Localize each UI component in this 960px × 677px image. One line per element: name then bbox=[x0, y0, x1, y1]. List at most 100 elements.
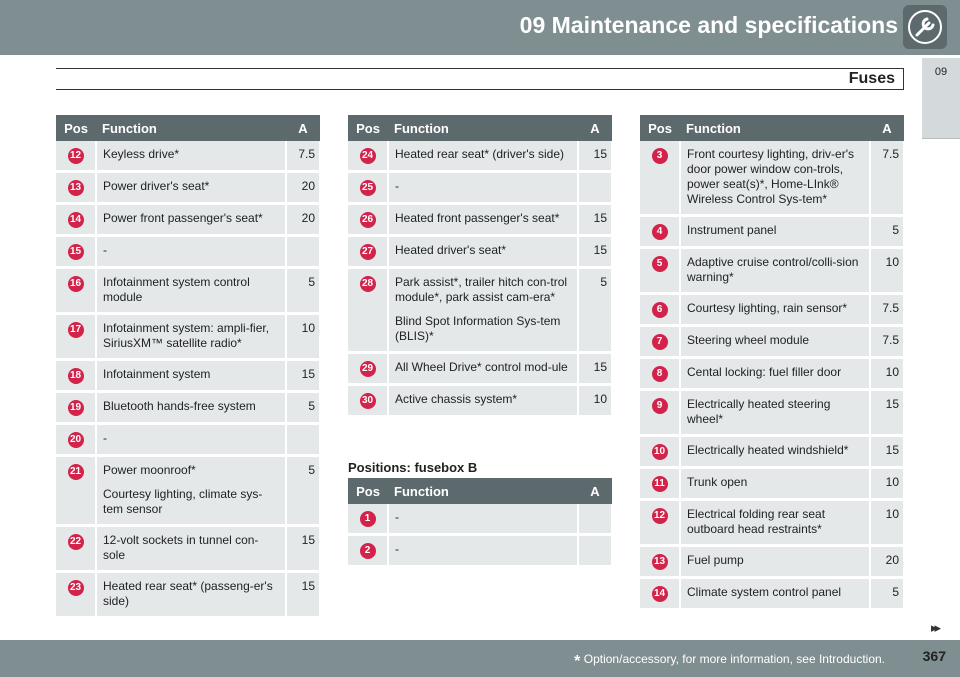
table-row: 24 Heated rear seat* (driver's side) 15 bbox=[348, 141, 613, 173]
section-title: Fuses bbox=[848, 70, 895, 87]
fuse-number-badge: 21 bbox=[67, 464, 84, 480]
amp-cell: 7.5 bbox=[870, 325, 905, 359]
table-row: 28 Park assist*, trailer hitch con-trol m… bbox=[348, 267, 613, 354]
function-text: Fuel pump bbox=[687, 553, 744, 567]
table-row: 4 Instrument panel 5 bbox=[640, 215, 905, 249]
amp-cell: 15 bbox=[578, 352, 613, 386]
function-cell: - bbox=[96, 423, 287, 457]
footnote: * Option/accessory, for more information… bbox=[574, 652, 885, 671]
function-text: Active chassis system* bbox=[395, 392, 518, 406]
fusebox-b-title: Positions: fusebox B bbox=[348, 460, 478, 475]
table-row: 20 - bbox=[56, 423, 321, 457]
table-header-row: Pos Function A bbox=[348, 115, 612, 141]
function-text: Keyless drive* bbox=[103, 147, 180, 161]
fuse-number-badge: 17 bbox=[67, 322, 84, 338]
function-text: Trunk open bbox=[687, 475, 748, 489]
pos-cell: 19 bbox=[56, 391, 97, 425]
table-row: 12 Keyless drive* 7.5 bbox=[56, 141, 321, 173]
table-row: 30 Active chassis system* 10 bbox=[348, 384, 613, 418]
pos-cell: 14 bbox=[56, 203, 97, 237]
amp-cell: 15 bbox=[578, 203, 613, 237]
function-cell: 12-volt sockets in tunnel con-sole bbox=[96, 525, 287, 573]
fuse-number-badge: 5 bbox=[651, 256, 668, 272]
table-row: 23 Heated rear seat* (passeng-er's side) 1… bbox=[56, 571, 321, 619]
function-text: All Wheel Drive* control mod-ule bbox=[395, 360, 568, 374]
fuse-number-badge: 15 bbox=[67, 244, 84, 260]
function-text: Adaptive cruise control/colli-sion warni… bbox=[687, 255, 859, 284]
fuse-number-badge: 18 bbox=[67, 368, 84, 384]
table-header-row: Pos Function A bbox=[640, 115, 904, 141]
col-function-header: Function bbox=[680, 115, 870, 141]
col-amp-header: A bbox=[578, 478, 612, 504]
pos-cell: 22 bbox=[56, 525, 97, 573]
pos-cell: 5 bbox=[640, 247, 681, 295]
function-cell: Electrical folding rear seat outboard he… bbox=[680, 499, 871, 547]
function-cell: Heated driver's seat* bbox=[388, 235, 579, 269]
table-row: 5 Adaptive cruise control/colli-sion warn… bbox=[640, 247, 905, 295]
function-cell: Active chassis system* bbox=[388, 384, 579, 418]
fuse-number-badge: 4 bbox=[651, 224, 668, 240]
amp-cell: 10 bbox=[870, 247, 905, 295]
function-cell: Cental locking: fuel filler door bbox=[680, 357, 871, 391]
function-cell: Power front passenger's seat* bbox=[96, 203, 287, 237]
fuse-number-badge: 14 bbox=[651, 586, 668, 602]
function-text: Heated rear seat* (driver's side) bbox=[395, 147, 565, 161]
function-text: Electrically heated steering wheel* bbox=[687, 397, 831, 426]
fuse-number-badge: 12 bbox=[651, 508, 668, 524]
function-cell: Infotainment system bbox=[96, 359, 287, 393]
pos-cell: 24 bbox=[348, 141, 389, 173]
page-header: 09 Maintenance and specifications bbox=[0, 0, 960, 55]
fuse-number-badge: 13 bbox=[651, 554, 668, 570]
pos-cell: 15 bbox=[56, 235, 97, 269]
pos-cell: 28 bbox=[348, 267, 389, 354]
fusebox-b-table: Pos Function A 1-2- bbox=[348, 478, 613, 568]
col-function-header: Function bbox=[388, 115, 578, 141]
fuse-number-badge: 16 bbox=[67, 276, 84, 292]
page-footer: * Option/accessory, for more information… bbox=[0, 640, 960, 677]
pos-cell: 17 bbox=[56, 313, 97, 361]
function-text: Power front passenger's seat* bbox=[103, 211, 263, 225]
table-row: 14 Climate system control panel 5 bbox=[640, 577, 905, 611]
function-text: Park assist*, trailer hitch con-trol mod… bbox=[395, 275, 568, 304]
function-text: Power moonroof* bbox=[103, 463, 196, 477]
chapter-tab[interactable]: 09 bbox=[922, 58, 960, 138]
table-header-row: Pos Function A bbox=[348, 478, 612, 504]
pos-cell: 16 bbox=[56, 267, 97, 315]
next-page-arrow[interactable]: ▸▸ bbox=[930, 620, 941, 635]
pos-cell: 13 bbox=[640, 545, 681, 579]
function-text: - bbox=[395, 542, 399, 556]
section-bar: Fuses bbox=[56, 68, 904, 90]
pos-cell: 27 bbox=[348, 235, 389, 269]
function-cell: Heated rear seat* (passeng-er's side) bbox=[96, 571, 287, 619]
table-row: 16 Infotainment system control module 5 bbox=[56, 267, 321, 315]
fuse-number-badge: 1 bbox=[359, 511, 376, 527]
table-row: 1- bbox=[348, 504, 613, 536]
fuse-number-badge: 19 bbox=[67, 400, 84, 416]
table-row: 9 Electrically heated steering wheel* 15 bbox=[640, 389, 905, 437]
table-row: 22 12-volt sockets in tunnel con-sole 15 bbox=[56, 525, 321, 573]
fuse-number-badge: 9 bbox=[651, 398, 668, 414]
function-cell: Instrument panel bbox=[680, 215, 871, 249]
pos-cell: 6 bbox=[640, 293, 681, 327]
table-row: 11 Trunk open 10 bbox=[640, 467, 905, 501]
pos-cell: 12 bbox=[56, 141, 97, 173]
function-cell: All Wheel Drive* control mod-ule bbox=[388, 352, 579, 386]
function-cell: - bbox=[96, 235, 287, 269]
table-row: 17 Infotainment system: ampli-fier, Siriu… bbox=[56, 313, 321, 361]
col-pos-header: Pos bbox=[348, 478, 388, 504]
amp-cell: 20 bbox=[286, 203, 321, 237]
function-cell: Power driver's seat* bbox=[96, 171, 287, 205]
amp-cell: 5 bbox=[870, 215, 905, 249]
amp-cell: 7.5 bbox=[286, 141, 321, 173]
function-cell: Electrically heated steering wheel* bbox=[680, 389, 871, 437]
function-cell: Electrically heated windshield* bbox=[680, 435, 871, 469]
function-text: Electrically heated windshield* bbox=[687, 443, 849, 457]
function-text: Infotainment system control module bbox=[103, 275, 250, 304]
col-function-header: Function bbox=[388, 478, 578, 504]
col-amp-header: A bbox=[578, 115, 612, 141]
function-text: Instrument panel bbox=[687, 223, 777, 237]
amp-cell bbox=[578, 171, 613, 205]
table-row: 12 Electrical folding rear seat outboard … bbox=[640, 499, 905, 547]
fuse-number-badge: 27 bbox=[359, 244, 376, 260]
col-pos-header: Pos bbox=[56, 115, 96, 141]
